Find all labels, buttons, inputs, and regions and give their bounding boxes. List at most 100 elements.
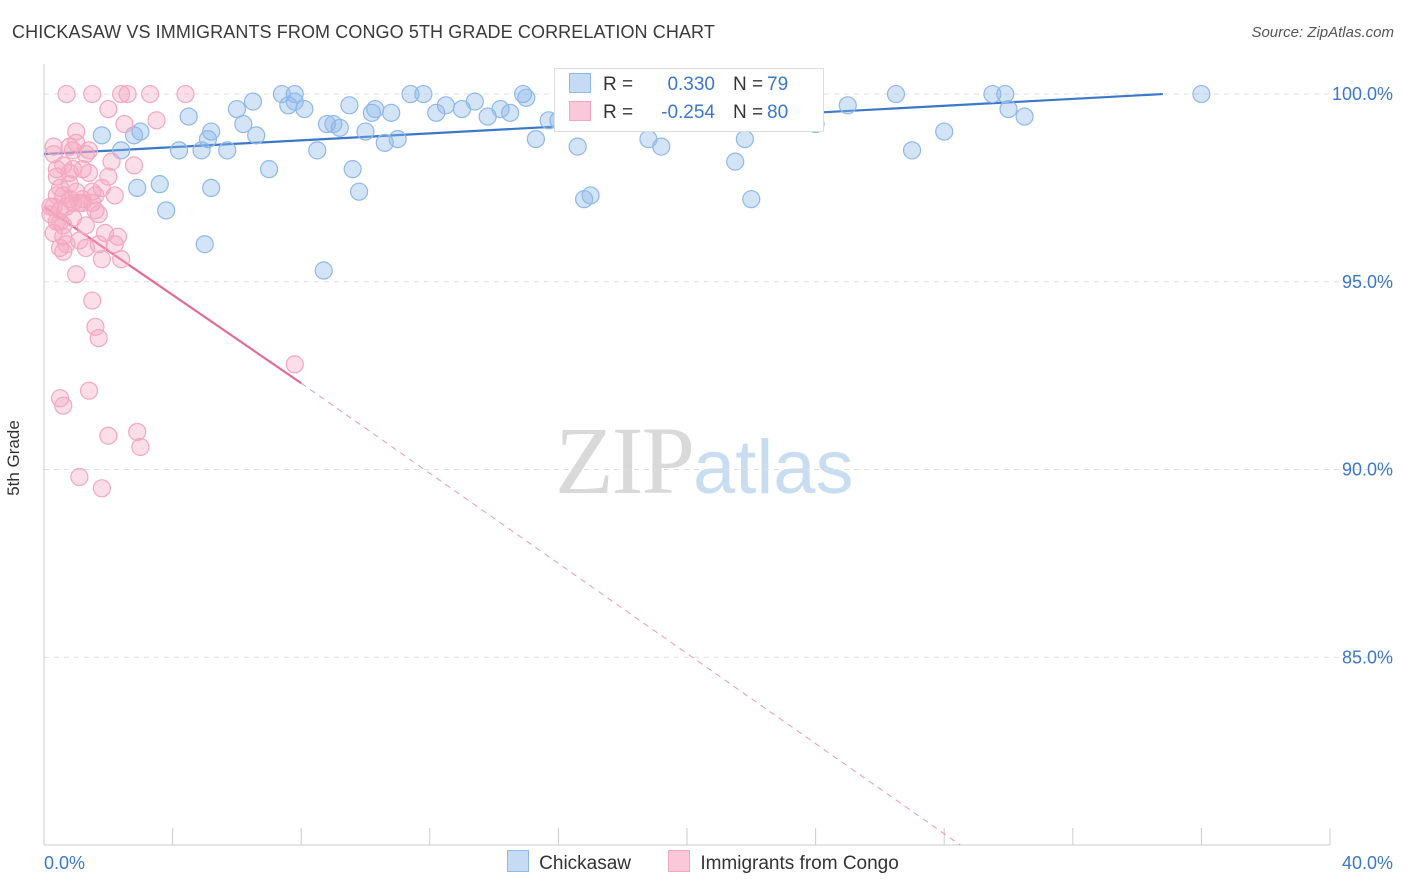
point-1-24 [99,167,118,186]
point-0-6 [157,201,176,220]
legend-row-congo: R = -0.254 N = 80 [569,101,788,127]
legend-n-value-congo: 80 [767,102,789,123]
legend-n-label: N = [733,74,764,95]
point-1-36 [41,197,60,216]
point-1-70 [67,265,86,284]
point-0-0 [92,126,111,145]
point-0-33 [356,122,375,141]
x-tick-label-0: 0.0% [44,853,85,873]
point-0-23 [285,92,304,111]
point-0-44 [465,92,484,111]
point-1-47 [70,231,89,250]
tick-labels: 100.0% 95.0% 90.0% 85.0% 0.0% 40.0% [44,84,1393,873]
point-1-67 [99,99,118,119]
point-1-78 [105,235,124,254]
correlation-legend: R = 0.330 N = 79 R = -0.254 N = 80 [554,68,824,132]
point-0-4 [131,122,150,141]
point-0-76 [999,99,1018,119]
point-1-62 [83,84,102,104]
point-1-54 [79,381,99,400]
point-0-2 [128,178,147,198]
point-1-75 [89,205,108,224]
point-1-58 [70,467,89,487]
y-tick-label-0: 100.0% [1332,84,1393,104]
point-0-17 [202,122,221,141]
point-0-16 [243,92,263,111]
point-1-65 [140,84,160,104]
point-0-13 [218,141,237,160]
point-0-73 [935,122,954,141]
point-1-37 [41,205,60,224]
point-0-74 [983,84,1002,104]
point-1-73 [63,193,83,213]
legend-item-chickasaw: Chickasaw [507,850,631,875]
legend-n-label: N = [733,102,764,123]
point-0-5 [150,175,169,194]
point-0-64 [726,152,745,171]
point-1-69 [124,156,144,175]
point-1-59 [92,479,111,498]
point-0-27 [314,261,333,280]
gridlines [44,93,1392,658]
y-tick-label-1: 95.0% [1342,272,1393,292]
point-0-38 [388,129,407,149]
legend-r-label: R = [603,102,634,123]
legend-item-congo: Immigrants from Congo [668,850,899,875]
point-1-38 [44,137,63,156]
point-1-76 [50,238,70,258]
point-1-34 [44,223,63,243]
point-0-19 [259,160,279,179]
point-1-29 [115,114,134,134]
x-tick-label-1: 40.0% [1342,853,1393,873]
trend-line-ext-1 [300,382,961,846]
y-tick-label-3: 85.0% [1342,647,1393,667]
point-0-46 [491,99,510,119]
point-1-64 [118,84,137,104]
y-tick-label-2: 90.0% [1342,460,1393,480]
point-1-51 [89,329,108,348]
legend-swatch-congo [569,101,591,121]
point-1-48 [76,238,95,258]
point-0-7 [169,141,189,160]
point-1-79 [60,163,79,182]
series-congo-points [41,84,304,498]
point-0-65 [742,190,761,209]
point-1-60 [285,355,304,374]
point-0-18 [247,126,266,145]
point-1-63 [112,84,131,104]
point-1-43 [79,141,99,160]
point-0-24 [295,99,314,119]
point-0-25 [308,141,327,160]
point-0-11 [202,178,221,198]
legend-swatch-chickasaw [569,73,591,93]
legend-r-label: R = [603,74,634,95]
point-0-70 [838,96,857,115]
point-1-57 [131,437,150,457]
point-0-42 [436,96,455,115]
point-1-40 [60,137,79,156]
point-1-68 [147,111,166,130]
point-0-40 [414,84,433,104]
legend-r-value-chickasaw: 0.330 [667,74,715,95]
point-0-12 [195,235,214,254]
point-0-39 [401,84,420,104]
point-0-66 [735,129,754,149]
y-axis-label: 5th Grade [4,420,23,496]
point-0-9 [192,141,211,160]
point-1-28 [112,250,131,269]
legend-n-value-chickasaw: 79 [767,74,789,95]
point-1-53 [54,396,73,415]
legend-label-chickasaw: Chickasaw [539,853,632,874]
point-0-55 [581,186,600,205]
point-0-35 [366,99,385,119]
point-0-78 [1192,84,1211,104]
point-0-30 [340,96,359,115]
point-0-22 [285,84,304,104]
point-1-45 [92,178,111,198]
point-0-41 [427,103,446,122]
point-0-49 [517,88,536,107]
point-1-25 [102,152,121,171]
point-1-39 [54,156,73,175]
point-1-72 [54,186,73,205]
